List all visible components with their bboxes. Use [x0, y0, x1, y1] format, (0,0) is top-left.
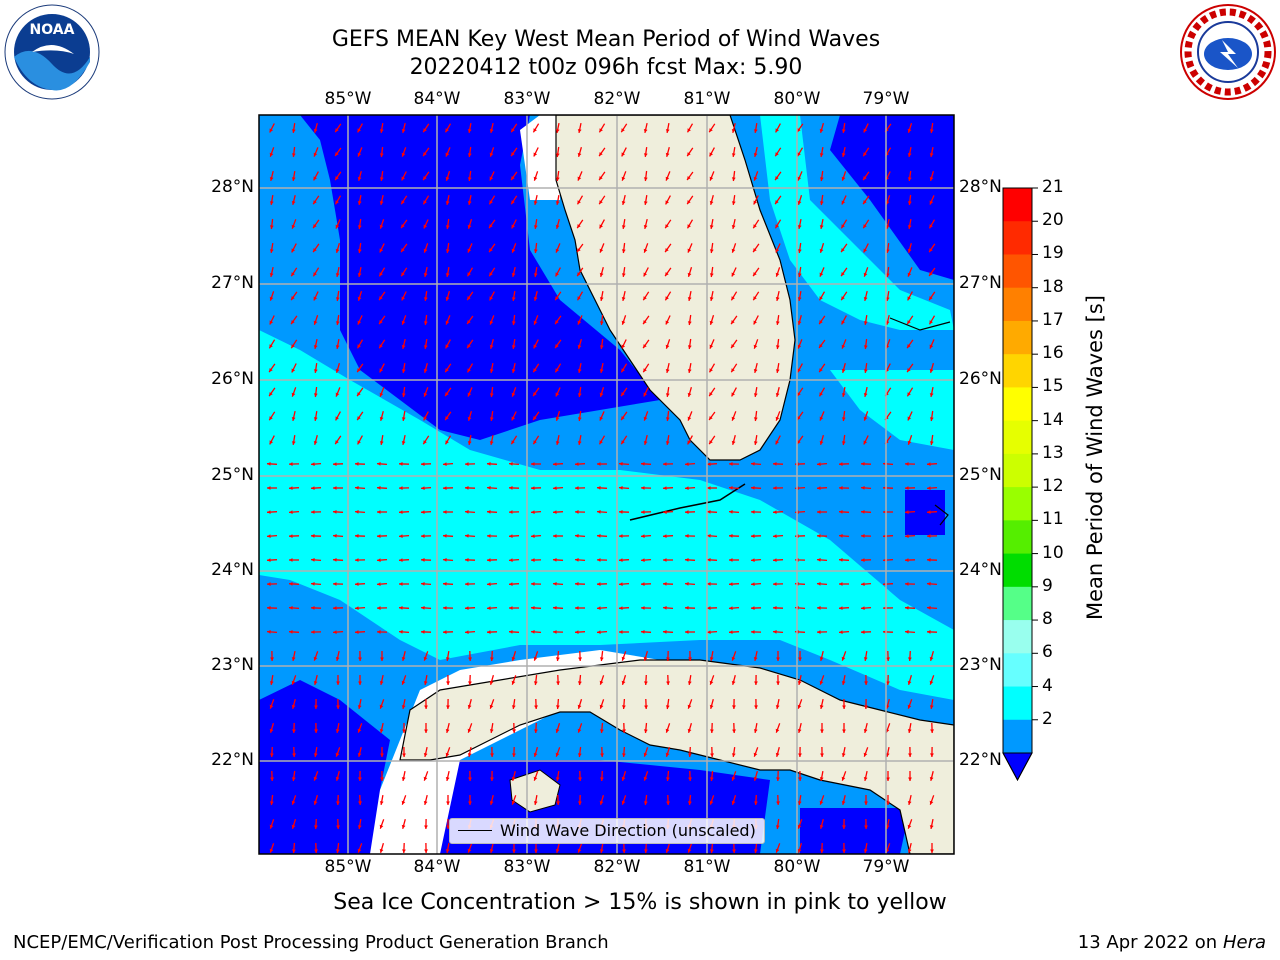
- chart-title-line2: 20220412 t00z 096h fcst Max: 5.90: [409, 55, 803, 80]
- lat-label-left: 26°N: [211, 369, 254, 389]
- lon-label-bottom: 82°W: [593, 857, 641, 877]
- map-frame: [258, 114, 955, 855]
- colorbar-segment: [1003, 719, 1032, 754]
- colorbar-segment: [1003, 420, 1032, 455]
- lon-label-bottom: 80°W: [773, 857, 821, 877]
- colorbar-segment: [1003, 520, 1032, 555]
- footer-host: Hera: [1222, 932, 1266, 953]
- colorbar-tick-label: 13: [1042, 442, 1064, 463]
- colorbar-segment: [1003, 653, 1032, 688]
- colorbar-tick-label: 20: [1042, 210, 1064, 231]
- map-legend: Wind Wave Direction (unscaled): [449, 818, 765, 844]
- chart-title-line1: GEFS MEAN Key West Mean Period of Wind W…: [331, 27, 881, 52]
- lon-label-top: 81°W: [683, 89, 731, 109]
- wind-wave-arrows: [266, 122, 938, 854]
- colorbar-tick-label: 16: [1042, 343, 1064, 364]
- colorbar-tick-label: 10: [1042, 542, 1064, 563]
- legend-line-icon: [458, 830, 492, 831]
- colorbar-segment: [1003, 387, 1032, 422]
- lat-label-right: 24°N: [959, 560, 1002, 580]
- colorbar-segment: [1003, 553, 1032, 588]
- lon-label-top: 79°W: [862, 89, 910, 109]
- colorbar-segment: [1003, 188, 1032, 222]
- lon-label-top: 85°W: [324, 89, 372, 109]
- period-field-2-4-gulf: [300, 115, 660, 440]
- lat-label-right: 23°N: [959, 655, 1002, 675]
- legend-label: Wind Wave Direction (unscaled): [500, 821, 756, 840]
- lat-label-left: 25°N: [211, 465, 254, 485]
- lat-label-right: 26°N: [959, 369, 1002, 389]
- lon-label-top: 83°W: [503, 89, 551, 109]
- lon-label-top: 82°W: [593, 89, 641, 109]
- lat-label-left: 27°N: [211, 273, 254, 293]
- colorbar-segment: [1003, 453, 1032, 488]
- colorbar-tick-label: 6: [1042, 642, 1053, 663]
- colorbar-segment: [1003, 586, 1032, 621]
- colorbar-segment: [1003, 287, 1032, 322]
- lat-label-right: 28°N: [959, 177, 1002, 197]
- lat-label-left: 24°N: [211, 560, 254, 580]
- nws-logo-icon: [1178, 2, 1278, 102]
- colorbar-tick-label: 9: [1042, 575, 1053, 596]
- lon-label-bottom: 83°W: [503, 857, 551, 877]
- colorbar-tick-label: 21: [1042, 177, 1064, 197]
- colorbar-extend-arrow: [1002, 752, 1033, 782]
- lon-label-bottom: 81°W: [683, 857, 731, 877]
- footer-date: 13 Apr 2022 on Hera: [1077, 932, 1266, 953]
- colorbar-tick-label: 8: [1042, 609, 1053, 630]
- lon-label-bottom: 85°W: [324, 857, 372, 877]
- lon-label-bottom: 79°W: [862, 857, 910, 877]
- colorbar-tick-label: 14: [1042, 409, 1064, 430]
- lon-label-top: 84°W: [413, 89, 461, 109]
- colorbar-tick-label: 12: [1042, 476, 1064, 497]
- colorbar-segment: [1003, 620, 1032, 654]
- colorbar-tick-label: 2: [1042, 708, 1053, 729]
- period-field-2-4-atlantic: [830, 115, 954, 280]
- lat-label-right: 27°N: [959, 273, 1002, 293]
- colorbar-segment: [1003, 221, 1032, 255]
- colorbar-segment: [1003, 320, 1032, 355]
- lat-label-right: 25°N: [959, 465, 1002, 485]
- land-florida: [555, 115, 796, 461]
- colorbar: [1002, 187, 1038, 782]
- colorbar-label: Mean Period of Wind Waves [s]: [1083, 295, 1107, 620]
- lat-label-left: 22°N: [211, 750, 254, 770]
- sea-ice-note: Sea Ice Concentration > 15% is shown in …: [333, 890, 947, 915]
- lon-label-bottom: 84°W: [413, 857, 461, 877]
- colorbar-segment: [1003, 354, 1032, 388]
- colorbar-segment: [1003, 487, 1032, 521]
- lat-label-left: 23°N: [211, 655, 254, 675]
- noaa-logo-icon: [2, 2, 102, 102]
- colorbar-tick-label: 15: [1042, 376, 1064, 397]
- lon-label-top: 80°W: [773, 89, 821, 109]
- colorbar-tick-label: 17: [1042, 309, 1064, 330]
- colorbar-tick-label: 18: [1042, 276, 1064, 297]
- colorbar-tick-label: 19: [1042, 243, 1064, 264]
- colorbar-tick-label: 11: [1042, 509, 1064, 530]
- graticule: [259, 115, 954, 854]
- colorbar-segment: [1003, 254, 1032, 289]
- lat-label-right: 22°N: [959, 750, 1002, 770]
- noaa-logo-text: NOAA: [29, 22, 75, 38]
- land-cuba: [399, 659, 954, 854]
- lat-label-left: 28°N: [211, 177, 254, 197]
- colorbar-segment: [1003, 686, 1032, 721]
- colorbar-tick-label: 4: [1042, 675, 1053, 696]
- footer-credit: NCEP/EMC/Verification Post Processing Pr…: [13, 932, 609, 953]
